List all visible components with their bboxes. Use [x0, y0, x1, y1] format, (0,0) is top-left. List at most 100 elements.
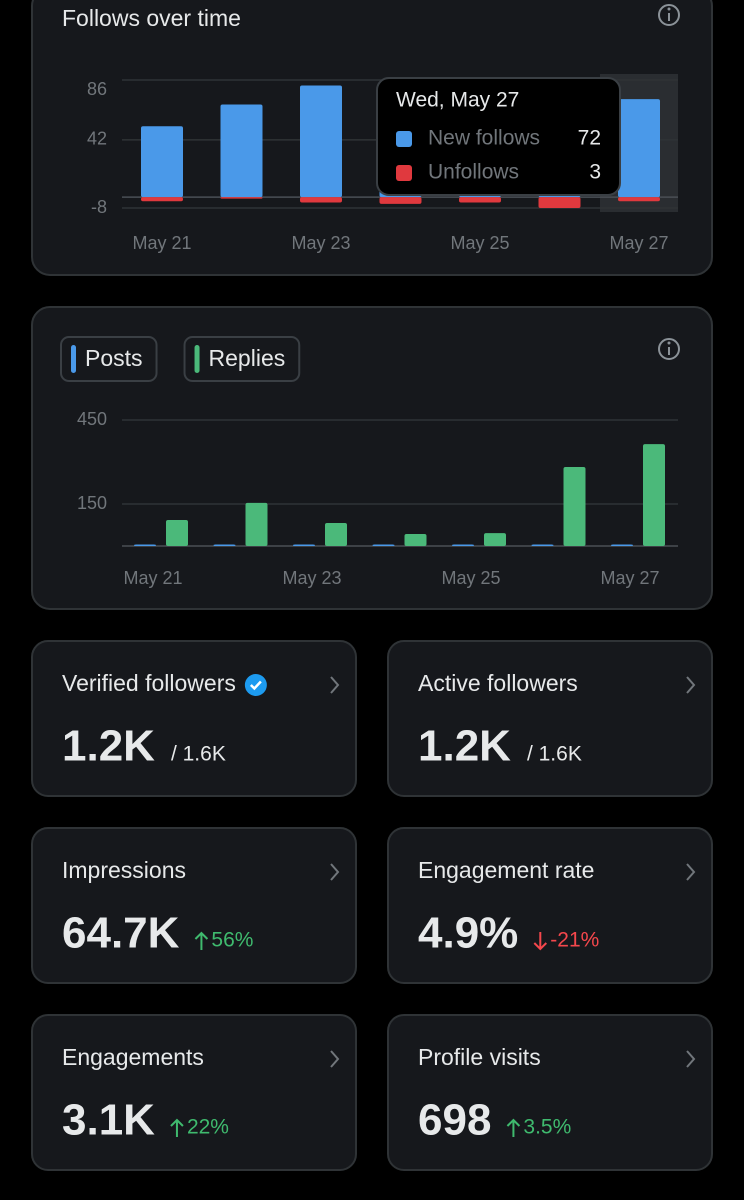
bar [300, 85, 342, 198]
bar [459, 197, 501, 203]
stat-card[interactable]: Profile visits 698 3.5% [387, 1014, 713, 1171]
x-tick-label: May 23 [282, 568, 341, 588]
card-title: Active followers [418, 670, 578, 696]
bar [452, 544, 474, 546]
card-change: -21% [550, 929, 599, 952]
bar [404, 533, 427, 546]
card-bg [31, 640, 357, 797]
chevron [330, 676, 340, 694]
verified-badge [244, 674, 267, 696]
bar [300, 197, 342, 203]
stat-card[interactable]: Impressions 64.7K 56% [31, 827, 357, 984]
bar [325, 523, 347, 546]
x-tick-label: May 25 [441, 568, 500, 588]
x-tick-label: May 25 [450, 233, 509, 253]
bar [611, 544, 633, 546]
bar [618, 197, 660, 202]
x-tick-label: May 21 [132, 233, 191, 253]
card-value: 1.2K [62, 722, 155, 771]
stat-card[interactable]: Active followers 1.2K / 1.6K [387, 640, 713, 797]
y-tick-label: -8 [91, 197, 107, 217]
card-bg [31, 1014, 357, 1171]
chevron [330, 863, 340, 881]
stat-card[interactable]: Verified followers 1.2K / 1.6K [31, 640, 357, 797]
trend-arrow [170, 1118, 184, 1137]
tooltip-label: New follows [428, 127, 540, 150]
bar [220, 197, 263, 199]
tooltip-value: 3 [589, 161, 601, 184]
bar [563, 467, 586, 546]
chevron [686, 1050, 696, 1068]
bar [372, 544, 395, 546]
card-title: Engagement rate [418, 857, 594, 883]
chart-title: Follows over time [62, 5, 241, 31]
card-bg [387, 827, 713, 984]
card-title: Impressions [62, 857, 186, 883]
y-tick-label: 150 [77, 493, 107, 513]
bar [618, 99, 660, 198]
x-tick-label: May 27 [600, 568, 659, 588]
legend-box [60, 336, 158, 382]
legend-label: Replies [209, 345, 286, 371]
tooltip-swatch [396, 131, 412, 147]
legend-label: Posts [85, 345, 143, 371]
stat-card[interactable]: Engagement rate 4.9% -21% [387, 827, 713, 984]
tooltip-swatch [396, 165, 412, 181]
legend-button[interactable]: Posts [60, 336, 158, 382]
bar [141, 197, 183, 202]
bar [643, 444, 665, 546]
chevron [686, 863, 696, 881]
chevron [686, 676, 696, 694]
chevron [330, 1050, 340, 1068]
x-tick-label: May 21 [123, 568, 182, 588]
card-title: Verified followers [62, 670, 236, 696]
info-icon[interactable] [658, 338, 680, 360]
bar [134, 544, 156, 546]
card-value: 1.2K [418, 722, 511, 771]
bar [245, 502, 268, 546]
verified-check [249, 680, 262, 691]
tooltip-label: Unfollows [428, 161, 519, 184]
card-value: 4.9% [418, 909, 518, 958]
card-title: Engagements [62, 1044, 204, 1070]
card-bg [31, 827, 357, 984]
card-change: 56% [211, 929, 253, 952]
legend-swatch [71, 345, 76, 373]
x-tick-label: May 27 [609, 233, 668, 253]
y-tick-label: 450 [77, 409, 107, 429]
card-title: Profile visits [418, 1044, 541, 1070]
trend-arrow [194, 931, 209, 950]
bar [538, 197, 581, 208]
tooltip-title: Wed, May 27 [396, 89, 519, 112]
card-change: 3.5% [523, 1116, 571, 1139]
card-change: 22% [187, 1116, 229, 1139]
bar [531, 544, 554, 546]
y-tick-label: 42 [87, 129, 107, 149]
card-bg [387, 1014, 713, 1171]
tooltip [376, 77, 621, 196]
bar [379, 197, 422, 204]
card-value: 698 [418, 1096, 491, 1145]
y-tick-label: 86 [87, 79, 107, 99]
chart-layer: 86 42 -8 May 21 May 23 May 25 May 27 450 150 May … [31, 77, 713, 1171]
tooltip-value: 72 [578, 127, 601, 150]
bar [293, 544, 315, 546]
legend-box [183, 336, 301, 382]
legend-button[interactable]: Replies [183, 336, 301, 382]
card-total: / 1.6K [171, 743, 226, 766]
trend-arrow [533, 932, 548, 951]
bar [220, 104, 263, 198]
trend-arrow [506, 1118, 521, 1137]
info-icon[interactable] [658, 4, 680, 26]
x-tick-label: May 23 [291, 233, 350, 253]
card-total: / 1.6K [527, 743, 582, 766]
bar [141, 126, 183, 198]
card-value: 3.1K [62, 1096, 155, 1145]
legend-swatch [194, 345, 200, 373]
card-bg [387, 640, 713, 797]
bar [166, 519, 188, 546]
stat-card[interactable]: Engagements 3.1K 22% [31, 1014, 357, 1171]
card-value: 64.7K [62, 909, 180, 958]
